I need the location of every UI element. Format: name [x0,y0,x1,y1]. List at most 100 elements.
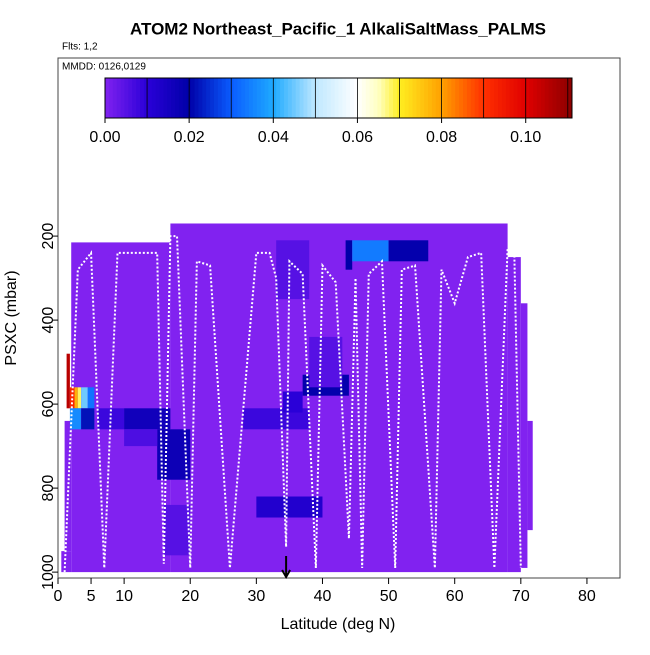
heat-cell [81,408,95,430]
colorbar-strip [229,78,234,118]
colorbar-strip [252,78,258,118]
colorbar-frame [104,77,573,119]
colorbar-strip [338,78,343,118]
colorbar-tick-label: 0.02 [174,129,205,146]
colorbar-strip [478,78,483,118]
colorbar-strip [291,78,297,118]
heat-cell [309,336,343,388]
x-axis-label: Latitude (deg N) [281,616,396,633]
colorbar-strip [455,78,460,118]
colorbar-strip [501,78,507,118]
colorbar-strip [525,78,530,118]
colorbar-strip [404,78,410,118]
colorbar-strip [287,78,293,118]
x-tick-label: 0 [54,588,63,605]
colorbar-strip [357,78,363,118]
colorbar-strip [116,78,122,118]
y-tick-label: 400 [40,307,57,334]
heat-cell [87,387,95,409]
heat-cell [124,429,158,447]
colorbar-strip [190,78,196,118]
colorbar-strip [217,78,223,118]
colorbar-strip [389,78,394,118]
heat-cell [124,408,171,430]
colorbar-strip [400,78,406,118]
colorbar-strip [213,78,219,118]
colorbar-strip [245,78,250,118]
flight-track [63,235,522,573]
colorbar-strip [435,78,441,118]
colorbar-strip [373,78,378,118]
flights-label: Flts: 1,2 [62,42,98,53]
colorbar-strip [182,78,188,118]
colorbar-strip [132,78,137,118]
colorbar-strip [505,78,511,118]
colorbar-strip [365,78,371,118]
heat-cell [276,240,310,300]
colorbar-strip [350,78,355,118]
heat-cell [64,420,72,552]
colorbar-strip [560,78,565,118]
colorbar-strip [447,78,452,118]
colorbar-strip [424,78,429,118]
colorbar-strip [490,78,495,118]
colorbar-strip [280,78,285,118]
colorbar-strip [498,78,503,118]
colorbar-strip [377,78,382,118]
colorbar-strip [206,78,211,118]
colorbar-strip [494,78,499,118]
colorbar-strip [120,78,125,118]
colorbar-strip [420,78,425,118]
heat-cell [282,391,303,413]
colorbar-strip [163,78,168,118]
colorbar-strip [564,78,569,118]
colorbar-strip [486,78,491,118]
colorbar-strip [529,78,534,118]
heat-cell [527,420,533,531]
colorbar-tick-label: 0.00 [89,129,120,146]
heat-cell [345,240,353,270]
colorbar-strip [295,78,301,118]
colorbar-strip [307,78,312,118]
dates-label: MMDD: 0126,0129 [62,62,146,73]
colorbar-strip [202,78,207,118]
colorbar-strip [284,78,289,118]
colorbar-strip [330,78,336,118]
colorbar-strip [151,78,157,118]
colorbar-strip [474,78,480,118]
colorbar-strip [311,78,316,118]
plot-frame [57,57,621,579]
x-tick-label: 60 [446,588,464,605]
colorbar-strip [369,78,375,118]
colorbar-strip [334,78,339,118]
colorbar-strip [315,78,320,118]
colorbar-strip [260,78,266,118]
colorbar-strip [303,78,308,118]
colorbar-strip [167,78,172,118]
chart-title: ATOM2 Northeast_Pacific_1 AlkaliSaltMass… [130,19,546,38]
heat-cell [352,240,389,262]
colorbar-strip [346,78,351,118]
colorbar-strip [136,78,141,118]
heat-cell [256,496,323,518]
colorbar-strip [568,78,573,118]
x-tick-label: 50 [380,588,398,605]
heat-cell [388,240,429,262]
colorbar-strip [459,78,464,118]
colorbar-strip [482,78,487,118]
colorbar-strip [521,78,526,118]
x-tick-label: 10 [115,588,133,605]
heat-cell [61,551,72,573]
y-tick-label: 1000 [40,554,57,590]
colorbar-strip [540,78,546,118]
colorbar-strip [198,78,203,118]
colorbar-tick-label: 0.08 [426,129,457,146]
colorbar-strip [233,78,238,118]
colorbar-strip [112,78,118,118]
colorbar-strip [326,78,332,118]
colorbar-strip [194,78,199,118]
x-tick-label: 5 [87,588,96,605]
colorbar-strip [431,78,437,118]
colorbar-strip [451,78,456,118]
